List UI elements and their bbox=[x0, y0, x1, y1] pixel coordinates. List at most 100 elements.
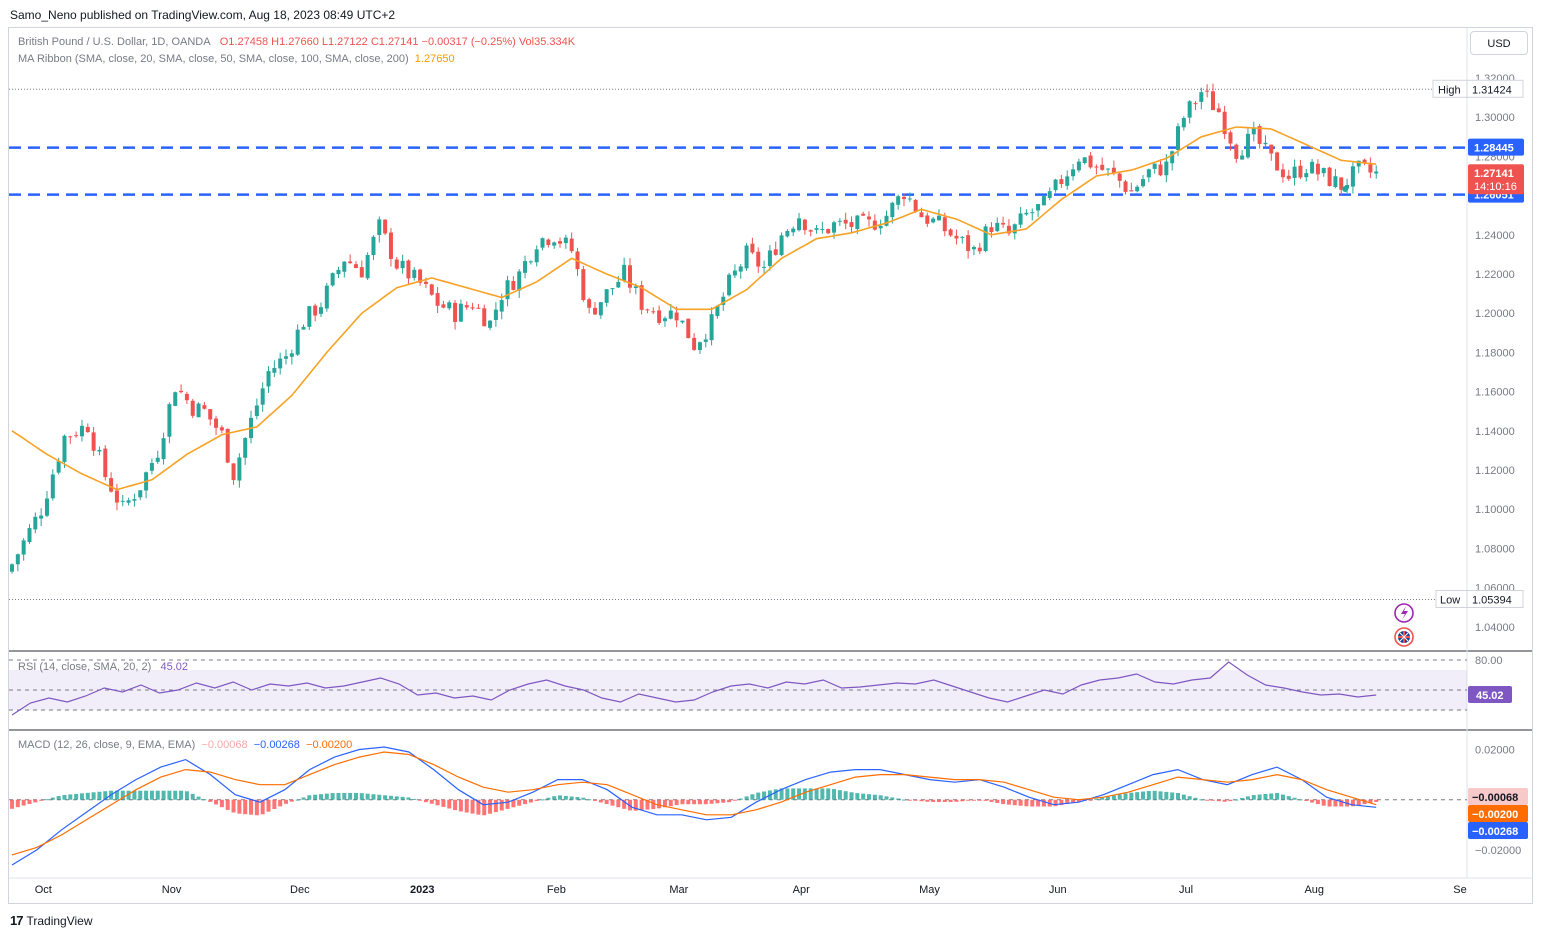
macd-histogram-bar[interactable] bbox=[587, 799, 592, 801]
candle-body[interactable] bbox=[318, 307, 323, 314]
candle-body[interactable] bbox=[295, 329, 300, 355]
candle-body[interactable] bbox=[680, 320, 685, 323]
macd-histogram-bar[interactable] bbox=[97, 791, 102, 800]
candle-body[interactable] bbox=[627, 265, 632, 288]
macd-histogram-bar[interactable] bbox=[464, 799, 469, 813]
candle-body[interactable] bbox=[861, 213, 866, 216]
candle-body[interactable] bbox=[1205, 90, 1210, 92]
candle-body[interactable] bbox=[138, 490, 143, 498]
macd-histogram-bar[interactable] bbox=[418, 799, 423, 801]
candle-body[interactable] bbox=[1193, 103, 1198, 105]
macd-histogram-bar[interactable] bbox=[861, 793, 866, 800]
macd-histogram-bar[interactable] bbox=[499, 799, 504, 811]
candle-body[interactable] bbox=[1187, 101, 1192, 118]
macd-histogram-bar[interactable] bbox=[826, 788, 831, 800]
macd-histogram-bar[interactable] bbox=[126, 790, 131, 800]
candle-body[interactable] bbox=[925, 215, 930, 224]
macd-histogram-bar[interactable] bbox=[295, 799, 300, 801]
candle-body[interactable] bbox=[1036, 204, 1041, 211]
macd-histogram-bar[interactable] bbox=[44, 799, 49, 801]
candle-body[interactable] bbox=[732, 270, 737, 276]
macd-histogram-bar[interactable] bbox=[598, 799, 603, 803]
macd-histogram-bar[interactable] bbox=[563, 795, 568, 800]
candle-body[interactable] bbox=[1350, 166, 1355, 187]
candle-body[interactable] bbox=[330, 273, 335, 286]
macd-histogram-bar[interactable] bbox=[581, 797, 586, 800]
candle-body[interactable] bbox=[1053, 179, 1058, 191]
macd-histogram-bar[interactable] bbox=[254, 799, 259, 816]
candle-body[interactable] bbox=[587, 299, 592, 308]
macd-histogram-bar[interactable] bbox=[318, 794, 323, 800]
tradingview-logo[interactable]: 17 TradingView bbox=[10, 913, 93, 928]
macd-histogram-bar[interactable] bbox=[1280, 794, 1285, 800]
candle-body[interactable] bbox=[662, 318, 667, 322]
macd-histogram-bar[interactable] bbox=[651, 799, 656, 810]
macd-histogram-bar[interactable] bbox=[983, 799, 988, 801]
candle-body[interactable] bbox=[109, 478, 114, 492]
macd-histogram-bar[interactable] bbox=[1327, 799, 1332, 807]
macd-histogram-bar[interactable] bbox=[10, 799, 14, 809]
candle-body[interactable] bbox=[179, 390, 184, 393]
candle-body[interactable] bbox=[126, 500, 131, 503]
candle-body[interactable] bbox=[971, 247, 976, 250]
macd-histogram-bar[interactable] bbox=[488, 799, 493, 814]
candle-body[interactable] bbox=[225, 428, 230, 463]
macd-histogram-bar[interactable] bbox=[1187, 796, 1192, 800]
macd-histogram-bar[interactable] bbox=[692, 799, 697, 805]
candle-body[interactable] bbox=[173, 392, 178, 406]
macd-histogram-bar[interactable] bbox=[1170, 792, 1175, 800]
macd-histogram-bar[interactable] bbox=[727, 799, 732, 803]
candle-body[interactable] bbox=[563, 237, 568, 244]
macd-histogram-bar[interactable] bbox=[901, 799, 906, 801]
candle-body[interactable] bbox=[184, 393, 189, 401]
candle-body[interactable] bbox=[511, 280, 516, 290]
macd-histogram-bar[interactable] bbox=[458, 799, 463, 812]
macd-histogram-bar[interactable] bbox=[1257, 794, 1262, 800]
macd-histogram-bar[interactable] bbox=[1152, 790, 1157, 800]
candle-body[interactable] bbox=[324, 285, 329, 309]
macd-histogram-bar[interactable] bbox=[289, 799, 294, 802]
macd-histogram-bar[interactable] bbox=[1292, 797, 1297, 800]
candle-body[interactable] bbox=[74, 435, 79, 437]
macd-histogram-bar[interactable] bbox=[1333, 799, 1338, 807]
macd-histogram-bar[interactable] bbox=[1304, 799, 1309, 801]
macd-histogram-bar[interactable] bbox=[686, 799, 691, 805]
candle-body[interactable] bbox=[167, 404, 172, 437]
macd-histogram-bar[interactable] bbox=[243, 799, 248, 815]
candle-body[interactable] bbox=[202, 405, 207, 409]
candle-body[interactable] bbox=[307, 306, 312, 327]
macd-histogram-bar[interactable] bbox=[534, 799, 539, 801]
macd-histogram-bar[interactable] bbox=[1181, 794, 1186, 800]
macd-histogram-bar[interactable] bbox=[476, 799, 481, 815]
candle-body[interactable] bbox=[832, 222, 837, 233]
candle-body[interactable] bbox=[1158, 164, 1163, 176]
macd-histogram-bar[interactable] bbox=[1076, 799, 1081, 802]
candle-body[interactable] bbox=[1012, 224, 1017, 234]
candle-body[interactable] bbox=[884, 215, 889, 226]
macd-histogram-bar[interactable] bbox=[184, 791, 189, 800]
macd-histogram-bar[interactable] bbox=[1234, 799, 1239, 801]
candle-body[interactable] bbox=[1356, 160, 1361, 167]
candle-body[interactable] bbox=[482, 308, 487, 327]
candle-body[interactable] bbox=[44, 498, 49, 516]
macd-line[interactable] bbox=[11, 746, 1377, 866]
candle-body[interactable] bbox=[155, 457, 160, 462]
candle-body[interactable] bbox=[79, 425, 84, 437]
candle-body[interactable] bbox=[1280, 169, 1285, 178]
macd-histogram-bar[interactable] bbox=[896, 798, 901, 800]
candle-body[interactable] bbox=[1141, 179, 1146, 187]
macd-signal-line[interactable] bbox=[11, 751, 1377, 856]
macd-histogram-bar[interactable] bbox=[1210, 799, 1215, 801]
macd-histogram-bar[interactable] bbox=[132, 790, 137, 800]
candle-body[interactable] bbox=[1152, 163, 1157, 169]
candle-body[interactable] bbox=[872, 220, 877, 230]
macd-histogram-bar[interactable] bbox=[144, 790, 149, 800]
macd-histogram-bar[interactable] bbox=[913, 799, 918, 801]
macd-histogram-bar[interactable] bbox=[721, 799, 726, 803]
candle-body[interactable] bbox=[1059, 179, 1064, 185]
macd-histogram-bar[interactable] bbox=[412, 798, 417, 800]
candle-body[interactable] bbox=[523, 261, 528, 273]
macd-histogram-bar[interactable] bbox=[1141, 791, 1146, 800]
candle-body[interactable] bbox=[843, 219, 848, 224]
macd-histogram-bar[interactable] bbox=[540, 799, 545, 801]
